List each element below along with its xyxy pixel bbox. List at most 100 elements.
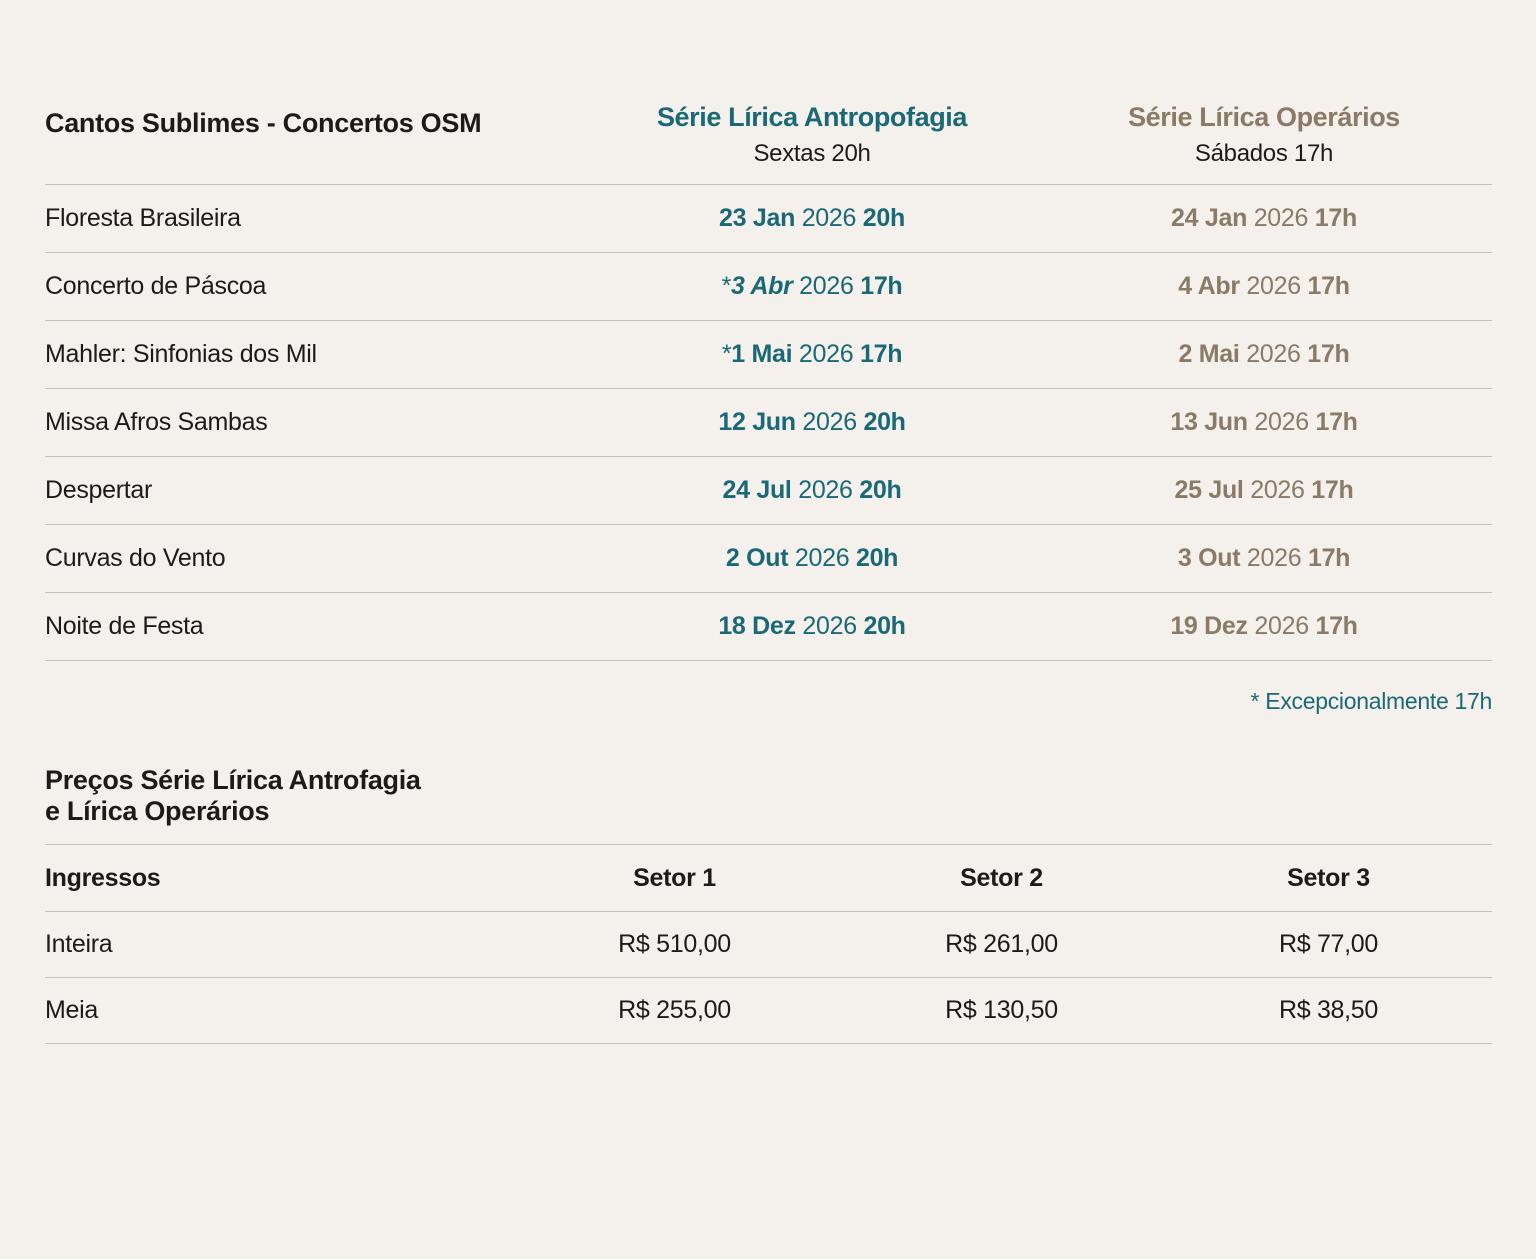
ticket-type: Inteira: [45, 930, 113, 959]
date-day-month: 18 Dez: [718, 612, 796, 640]
date-time: 17h: [1315, 408, 1358, 436]
antropofagia-date: 2 Out 2026 20h: [588, 544, 1036, 573]
column-header-antropofagia: Série Lírica Antropofagia Sextas 20h: [588, 102, 1036, 168]
operarios-date: 19 Dez 2026 17h: [1036, 612, 1492, 641]
price-setor3: R$ 38,50: [1278, 996, 1379, 1025]
date-year: 2026: [1247, 612, 1316, 640]
date-time: 17h: [1307, 544, 1351, 572]
date-day-month: 3 Out: [1177, 544, 1241, 572]
date-day-month: 23 Jan: [719, 204, 796, 232]
date-day-month: 3 Abr: [731, 272, 793, 300]
footnote-exceptional-time: * Excepcionalmente 17h: [1250, 688, 1493, 714]
concert-name: Curvas do Vento: [45, 544, 226, 572]
date-day-month: 1 Mai: [731, 340, 793, 368]
asterisk: *: [721, 340, 732, 368]
antropofagia-date: 23 Jan 2026 20h: [588, 204, 1036, 233]
date-year: 2026: [1243, 476, 1312, 504]
asterisk: *: [721, 272, 732, 300]
date-year: 2026: [788, 544, 856, 572]
schedule-row: Missa Afros Sambas 12 Jun 2026 20h 13 Jun …: [45, 389, 1492, 457]
schedule-row: Floresta Brasileira 23 Jan 2026 20h 24 Jan…: [45, 185, 1492, 253]
date-time: 17h: [1307, 272, 1350, 300]
date-time: 17h: [1307, 340, 1350, 368]
date-year: 2026: [795, 612, 864, 640]
date-time: 17h: [1314, 204, 1357, 232]
date-year: 2026: [792, 340, 860, 368]
date-day-month: 12 Jun: [718, 408, 796, 436]
schedule-rows: Floresta Brasileira 23 Jan 2026 20h 24 Jan…: [45, 185, 1492, 661]
page-title: Cantos Sublimes - Concertos OSM: [45, 108, 482, 138]
schedule-row: Mahler: Sinfonias dos Mil *1 Mai 2026 17h…: [45, 321, 1492, 389]
schedule-row: Despertar 24 Jul 2026 20h 25 Jul 2026 17h: [45, 457, 1492, 525]
date-year: 2026: [791, 476, 860, 504]
prices-header-setor3: Setor 3: [1287, 863, 1370, 892]
date-day-month: 2 Out: [725, 544, 789, 572]
date-year: 2026: [1247, 204, 1315, 232]
ticket-type: Meia: [45, 996, 98, 1025]
date-year: 2026: [1239, 272, 1308, 300]
schedule-header: Cantos Sublimes - Concertos OSM Série Lí…: [45, 102, 1492, 185]
concert-name: Noite de Festa: [45, 612, 204, 640]
date-day-month: 13 Jun: [1170, 408, 1248, 436]
price-row: Meia R$ 255,00 R$ 130,50 R$ 38,50: [45, 978, 1492, 1045]
schedule-row: Noite de Festa 18 Dez 2026 20h 19 Dez 2026…: [45, 593, 1492, 661]
operarios-date: 24 Jan 2026 17h: [1036, 204, 1492, 233]
concert-name: Floresta Brasileira: [45, 204, 241, 232]
date-day-month: 24 Jan: [1171, 204, 1248, 232]
antropofagia-date: *1 Mai 2026 17h: [588, 340, 1036, 369]
prices-rows: Inteira R$ 510,00 R$ 261,00 R$ 77,00 Meia R$ …: [45, 912, 1492, 1045]
date-time: 20h: [855, 544, 899, 572]
schedule-row: Concerto de Páscoa *3 Abr 2026 17h 4 Abr 2…: [45, 253, 1492, 321]
page: Cantos Sublimes - Concertos OSM Série Lí…: [0, 102, 1536, 1045]
date-day-month: 19 Dez: [1170, 612, 1248, 640]
date-day-month: 4 Abr: [1178, 272, 1240, 300]
operarios-date: 2 Mai 2026 17h: [1036, 340, 1492, 369]
prices-table-header: Ingressos Setor 1 Setor 2 Setor 3: [45, 845, 1492, 913]
column-subtitle: Sextas 20h: [753, 140, 871, 167]
price-setor1: R$ 510,00: [618, 930, 731, 959]
date-day-month: 25 Jul: [1174, 476, 1244, 504]
price-setor2: R$ 261,00: [945, 930, 1058, 959]
column-title: Série Lírica Operários: [1128, 102, 1400, 132]
price-setor1: R$ 255,00: [618, 996, 731, 1025]
column-title: Série Lírica Antropofagia: [656, 102, 968, 132]
antropofagia-date: 12 Jun 2026 20h: [588, 408, 1036, 437]
date-time: 17h: [1311, 476, 1354, 504]
schedule-row: Curvas do Vento 2 Out 2026 20h 3 Out 2026 …: [45, 525, 1492, 593]
prices-title-line2: e Lírica Operários: [45, 796, 270, 827]
prices-header-ingressos: Ingressos: [45, 863, 161, 892]
date-day-month: 24 Jul: [722, 476, 792, 504]
date-day-month: 2 Mai: [1178, 340, 1240, 368]
date-time: 20h: [863, 612, 906, 640]
prices-header-setor1: Setor 1: [633, 863, 716, 892]
date-year: 2026: [795, 408, 864, 436]
date-year: 2026: [1247, 408, 1316, 436]
concert-name: Concerto de Páscoa: [45, 272, 267, 300]
operarios-date: 4 Abr 2026 17h: [1036, 272, 1492, 301]
date-year: 2026: [1239, 340, 1308, 368]
date-time: 20h: [859, 476, 902, 504]
date-year: 2026: [1240, 544, 1308, 572]
antropofagia-date: 18 Dez 2026 20h: [588, 612, 1036, 641]
date-time: 20h: [862, 204, 905, 232]
prices-section-title: Preços Série Lírica Antrofagia e Lírica …: [45, 765, 1492, 846]
date-year: 2026: [792, 272, 861, 300]
column-subtitle: Sábados 17h: [1194, 140, 1334, 167]
column-header-operarios: Série Lírica Operários Sábados 17h: [1036, 102, 1492, 168]
operarios-date: 3 Out 2026 17h: [1036, 544, 1492, 573]
prices-title-line1: Preços Série Lírica Antrofagia: [45, 765, 421, 795]
price-row: Inteira R$ 510,00 R$ 261,00 R$ 77,00: [45, 912, 1492, 979]
antropofagia-date: *3 Abr 2026 17h: [588, 272, 1036, 301]
concert-name: Mahler: Sinfonias dos Mil: [45, 340, 317, 368]
date-time: 17h: [860, 272, 903, 300]
concert-name: Missa Afros Sambas: [45, 408, 268, 436]
operarios-date: 13 Jun 2026 17h: [1036, 408, 1492, 437]
date-year: 2026: [795, 204, 863, 232]
antropofagia-date: 24 Jul 2026 20h: [588, 476, 1036, 505]
operarios-date: 25 Jul 2026 17h: [1036, 476, 1492, 505]
date-time: 17h: [860, 340, 903, 368]
prices-header-setor2: Setor 2: [960, 863, 1043, 892]
date-time: 20h: [863, 408, 906, 436]
price-setor2: R$ 130,50: [945, 996, 1058, 1025]
concert-name: Despertar: [45, 476, 153, 504]
